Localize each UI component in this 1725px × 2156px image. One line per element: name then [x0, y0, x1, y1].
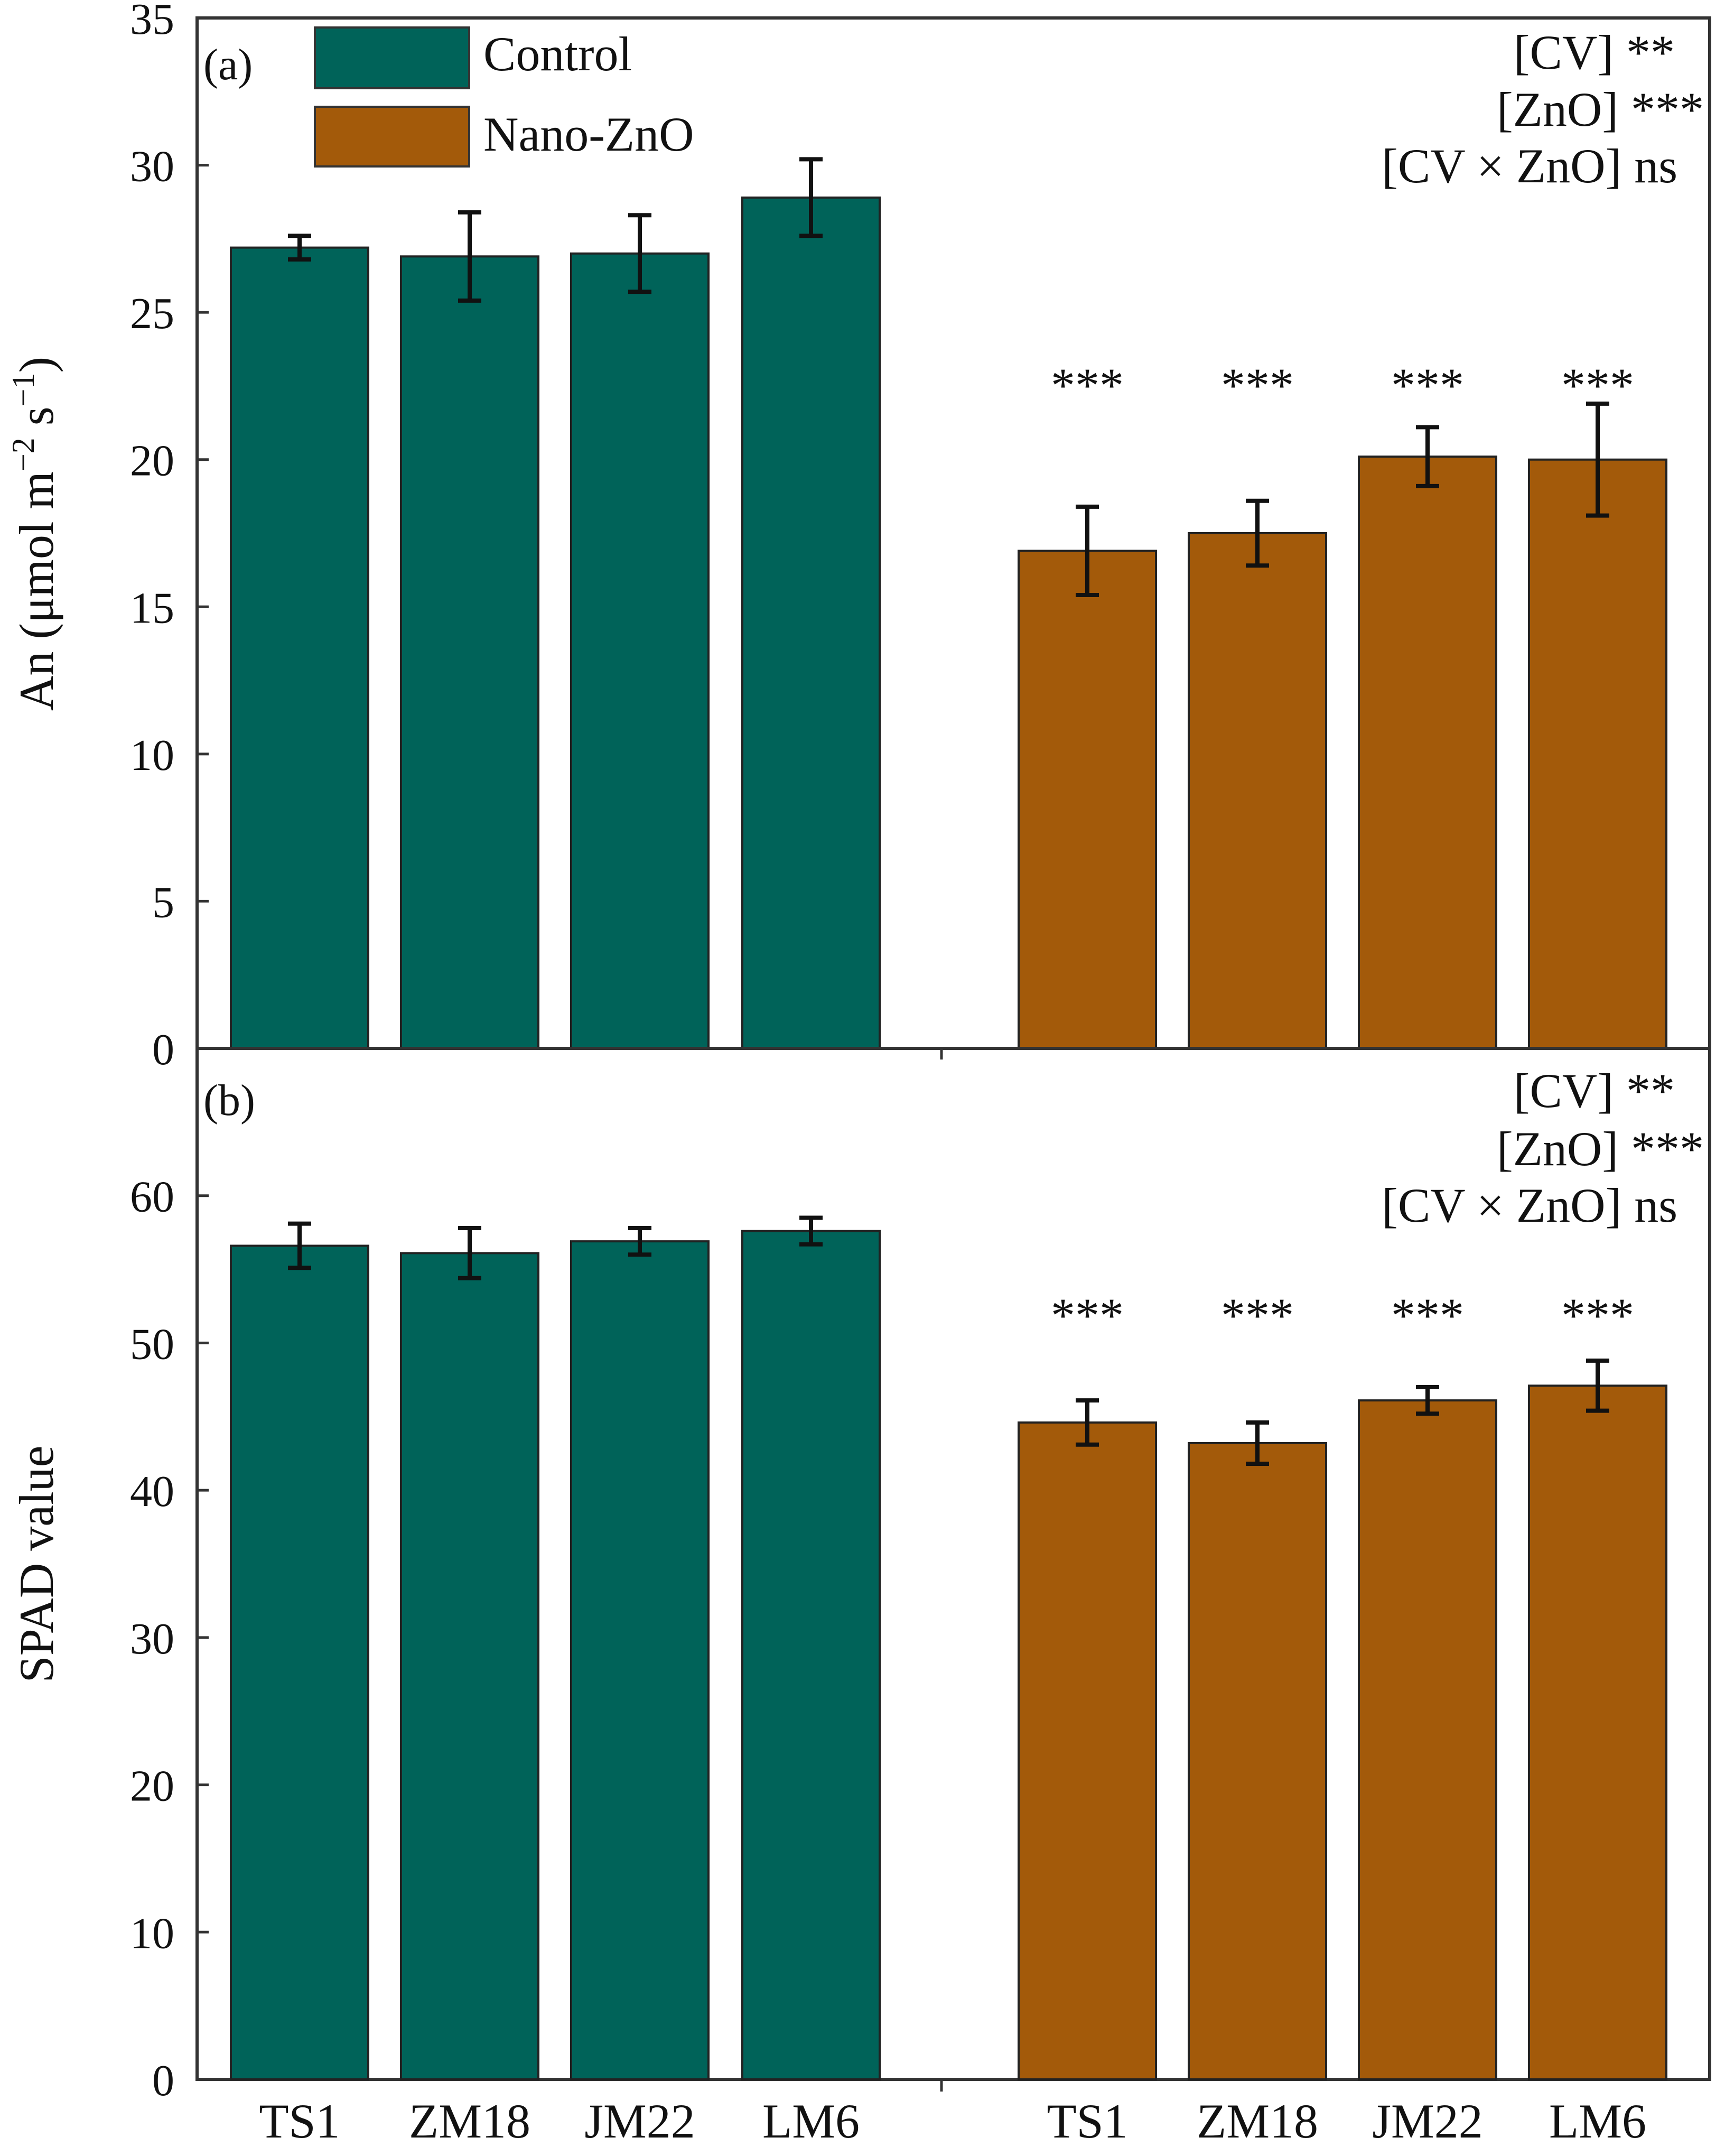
significance-marker: *** [1051, 1288, 1124, 1342]
stat-cv-level-b: ** [1626, 1064, 1675, 1118]
panel-label-a: (a) [203, 40, 253, 89]
y-tick-label: 20 [130, 1762, 174, 1811]
x-tick-label: TS1 [259, 2094, 340, 2148]
stat-zno-b: [ZnO] *** [1497, 1122, 1704, 1176]
y-tick-label: 5 [152, 878, 174, 927]
y-tick-label: 10 [130, 731, 174, 780]
significance-marker: *** [1391, 358, 1464, 412]
legend: Control Nano-ZnO [314, 26, 694, 168]
stat-int-level-a: ns [1634, 139, 1677, 193]
y-tick-label: 30 [130, 1614, 174, 1664]
bar-control-jm22 [570, 252, 710, 1050]
y-tick-label: 0 [152, 1025, 174, 1074]
bar-nanozno-jm22 [1358, 1399, 1497, 2080]
significance-marker: *** [1561, 1288, 1634, 1342]
stat-int-factor-a: [CV × ZnO] [1382, 139, 1621, 193]
plot-frame-b [195, 1047, 1711, 2081]
significance-b: *** *** *** *** [1051, 1288, 1634, 1342]
stat-zno-level-a: *** [1631, 82, 1704, 136]
bar-control-ts1 [230, 246, 369, 1050]
stat-zno-factor-a: [ZnO] [1497, 82, 1618, 136]
panel-label-b: (b) [203, 1076, 255, 1125]
stat-zno-a: [ZnO] *** [1497, 82, 1704, 136]
bar-nanozno-lm6 [1528, 1384, 1667, 2080]
bar-control-zm18 [400, 255, 539, 1049]
stat-cv-b: [CV] ** [1514, 1064, 1675, 1118]
x-tick-label: JM22 [584, 2094, 695, 2148]
panel-a: 0 5 10 15 20 25 30 35 *** *** *** *** (a) Control … [6, 0, 1711, 1074]
error-bars-b [288, 1215, 1609, 1466]
significance-marker: *** [1391, 1288, 1464, 1342]
bar-nanozno-ts1 [1018, 550, 1157, 1049]
stat-zno-level-b: *** [1631, 1122, 1704, 1176]
bar-control-zm18 [400, 1252, 539, 2080]
stat-int-factor-b: [CV × ZnO] [1382, 1178, 1621, 1232]
stat-int-level-b: ns [1634, 1178, 1677, 1232]
y-tick-label: 15 [130, 583, 174, 633]
bar-nanozno-ts1 [1018, 1421, 1157, 2080]
stat-zno-factor-b: [ZnO] [1497, 1122, 1618, 1176]
stat-cv-level-a: ** [1626, 25, 1675, 79]
bars-a [230, 196, 1667, 1050]
stat-cv-factor-b: [CV] [1514, 1064, 1614, 1118]
bars-b [230, 1230, 1667, 2080]
legend-swatch-control [314, 26, 470, 89]
bar-control-lm6 [741, 196, 881, 1049]
significance-marker: *** [1561, 358, 1634, 412]
bar-nanozno-jm22 [1358, 456, 1497, 1050]
panel-b: 0 10 20 30 40 50 60 *** *** *** *** TS1 ZM18 JM22 LM… [10, 1047, 1711, 2148]
y-axis-label-a: An (μmol m−2 s−1) [6, 357, 63, 711]
y-tick-label: 60 [130, 1173, 174, 1222]
bar-nanozno-zm18 [1188, 532, 1327, 1049]
x-tick-label: ZM18 [1197, 2094, 1318, 2148]
y-axis-label-b: SPAD value [10, 1446, 63, 1683]
bar-control-jm22 [570, 1240, 710, 2080]
y-tick-label: 20 [130, 436, 174, 486]
significance-marker: *** [1221, 1288, 1294, 1342]
x-tick-label: LM6 [1549, 2094, 1646, 2148]
stat-int-b: [CV × ZnO] ns [1382, 1178, 1677, 1232]
legend-label-control: Control [483, 27, 632, 81]
stats-b: [CV] ** [ZnO] *** [CV × ZnO] ns [1382, 1064, 1704, 1232]
stats-a: [CV] ** [ZnO] *** [CV × ZnO] ns [1382, 25, 1704, 193]
y-ticks-a: 0 5 10 15 20 25 30 35 [130, 0, 209, 1074]
y-tick-label: 0 [152, 2056, 174, 2105]
x-tick-label: ZM18 [409, 2094, 530, 2148]
y-tick-label: 30 [130, 142, 174, 191]
error-bars-a [288, 157, 1609, 597]
legend-label-nano: Nano-ZnO [483, 107, 694, 161]
y-tick-label: 35 [130, 0, 174, 44]
legend-swatch-nano [314, 106, 470, 168]
x-tick-label: LM6 [762, 2094, 860, 2148]
y-tick-label: 50 [130, 1319, 174, 1369]
significance-marker: *** [1221, 358, 1294, 412]
significance-marker: *** [1051, 358, 1124, 412]
bar-control-ts1 [230, 1244, 369, 2080]
stat-cv-a: [CV] ** [1514, 25, 1675, 79]
y-ticks-b: 0 10 20 30 40 50 60 [130, 1173, 209, 2105]
y-tick-label: 25 [130, 289, 174, 338]
stat-int-a: [CV × ZnO] ns [1382, 139, 1677, 193]
y-tick-label: 40 [130, 1467, 174, 1516]
x-tick-label: TS1 [1047, 2094, 1127, 2148]
bar-nanozno-lm6 [1528, 458, 1667, 1050]
x-tick-label: JM22 [1372, 2094, 1483, 2148]
y-tick-label: 10 [130, 1909, 174, 1958]
bar-nanozno-zm18 [1188, 1442, 1327, 2080]
stat-cv-factor-a: [CV] [1514, 25, 1614, 79]
x-tick-labels: TS1 ZM18 JM22 LM6 TS1 ZM18 JM22 LM6 [259, 2094, 1646, 2148]
bar-control-lm6 [741, 1230, 881, 2080]
significance-a: *** *** *** *** [1051, 358, 1634, 412]
